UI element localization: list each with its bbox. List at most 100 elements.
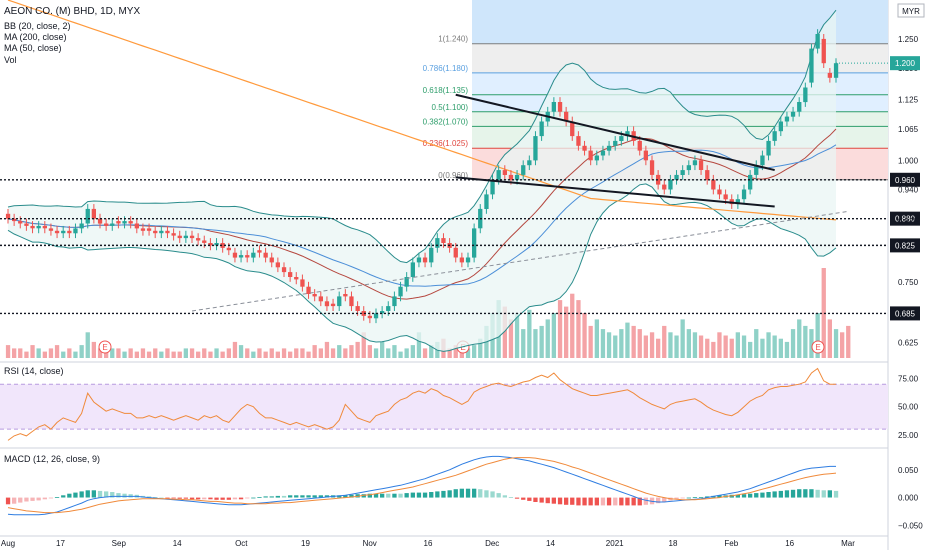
volume-bar [527, 309, 532, 358]
volume-bar [705, 338, 710, 358]
candle-body [508, 174, 514, 180]
macd-histogram-bar [717, 495, 722, 498]
macd-histogram-bar [61, 495, 66, 498]
rsi-title[interactable]: RSI (14, close) [4, 366, 64, 376]
macd-histogram-bar [85, 490, 90, 498]
macd-histogram-bar [514, 497, 520, 499]
macd-histogram-bar [220, 497, 225, 500]
candle-body [784, 116, 790, 122]
macd-histogram-bar [288, 495, 293, 498]
fib-level-label: 0.618(1.135) [423, 86, 469, 95]
macd-histogram-bar [576, 497, 581, 506]
ma200-line [7, 0, 837, 221]
volume-bar [809, 329, 814, 358]
macd-histogram-bar [606, 497, 612, 506]
candle-body [85, 208, 90, 224]
indicator-ma50[interactable]: MA (50, close) [4, 43, 62, 53]
volume-bar [306, 351, 311, 358]
macd-histogram-bar [527, 497, 532, 501]
macd-histogram-bar [42, 497, 47, 500]
time-axis: Aug 17 Sep 14 Oct 19 Nov 16 Dec 14 2021 18 Feb 16 Mar [1, 539, 855, 548]
volume-bar [5, 345, 11, 358]
indicator-ma200[interactable]: MA (200, close) [4, 32, 67, 42]
volume-bar [349, 345, 354, 358]
time-tick-label: Feb [724, 539, 738, 548]
volume-bar [12, 348, 17, 358]
macd-histogram-bar [269, 496, 274, 498]
rsi-line [7, 367, 836, 441]
volume-bar [257, 348, 262, 358]
macd-histogram-bar [815, 489, 820, 498]
candle-body [232, 252, 238, 258]
last-price-tag [890, 56, 920, 71]
candle-body [349, 296, 354, 307]
volume-bar [606, 332, 612, 358]
indicator-vol[interactable]: Vol [4, 55, 17, 65]
macd-histogram-bar [496, 493, 501, 498]
volume-bar [232, 341, 238, 358]
volume-bar [79, 345, 84, 358]
volume-bar [643, 335, 648, 358]
macd-histogram-bar [472, 488, 477, 498]
macd-histogram-bar [508, 497, 514, 498]
volume-bar [196, 351, 201, 358]
macd-histogram-bar [36, 497, 41, 501]
candle-body [606, 145, 612, 151]
macd-title[interactable]: MACD (12, 26, close, 9) [4, 454, 100, 464]
overlay-indicators [7, 0, 837, 352]
macd-histogram-bar [521, 497, 526, 500]
candle-body [208, 243, 213, 246]
volume-bar [429, 345, 434, 358]
macd-histogram-bar [557, 497, 563, 505]
macd-histogram-bar [349, 494, 354, 498]
price-tick-label: 1.065 [898, 125, 919, 134]
volume-bar [220, 351, 225, 358]
volume-bar [373, 348, 379, 358]
candle-body [582, 145, 587, 151]
volume-bar [686, 329, 691, 358]
volume-bar [821, 268, 826, 358]
volume-bar [447, 348, 452, 358]
candle-body [343, 294, 348, 297]
macd-histogram-bar [778, 490, 783, 498]
volume-bar [766, 332, 771, 358]
time-tick-label: Mar [841, 539, 855, 548]
macd-histogram-bar [453, 489, 458, 498]
candle-body [649, 160, 655, 175]
macd-histogram-bar [392, 493, 397, 498]
macd-histogram-bar [735, 494, 740, 498]
fib-level-label: 0(0.960) [438, 171, 468, 180]
volume-bar [330, 348, 336, 358]
macd-histogram-bar [165, 497, 170, 499]
candle-body [472, 228, 477, 258]
macd-histogram-bar [196, 497, 201, 500]
indicator-bb[interactable]: BB (20, close, 2) [4, 21, 71, 31]
macd-histogram-bar [263, 496, 268, 498]
volume-bar [36, 348, 41, 358]
volume-bar [202, 348, 207, 358]
wedge-upper-trendline [455, 93, 775, 172]
macd-histogram-bar [18, 497, 23, 503]
fib-level-label: 0.5(1.100) [432, 103, 469, 112]
macd-histogram-bar [790, 489, 796, 498]
volume-bar [189, 348, 195, 358]
candle-body [459, 257, 464, 263]
volume-bar [662, 325, 667, 358]
volume-bar [171, 351, 176, 358]
rsi-tick-label: 75.00 [898, 375, 919, 384]
volume-bar [735, 332, 740, 358]
macd-histogram-bar [539, 497, 544, 503]
candle-body [723, 194, 728, 200]
macd-histogram-bar [275, 495, 280, 498]
candle-body [245, 255, 250, 258]
volume-bar [30, 345, 35, 358]
volume-bar [790, 329, 796, 358]
candle-body [189, 235, 195, 239]
macd-histogram-bar [48, 497, 54, 499]
macd-signal-line [7, 457, 837, 514]
candle-body [104, 223, 109, 226]
level-price-label: 0.825 [895, 241, 916, 250]
candle-body [576, 136, 581, 146]
volume-bar [588, 325, 593, 358]
